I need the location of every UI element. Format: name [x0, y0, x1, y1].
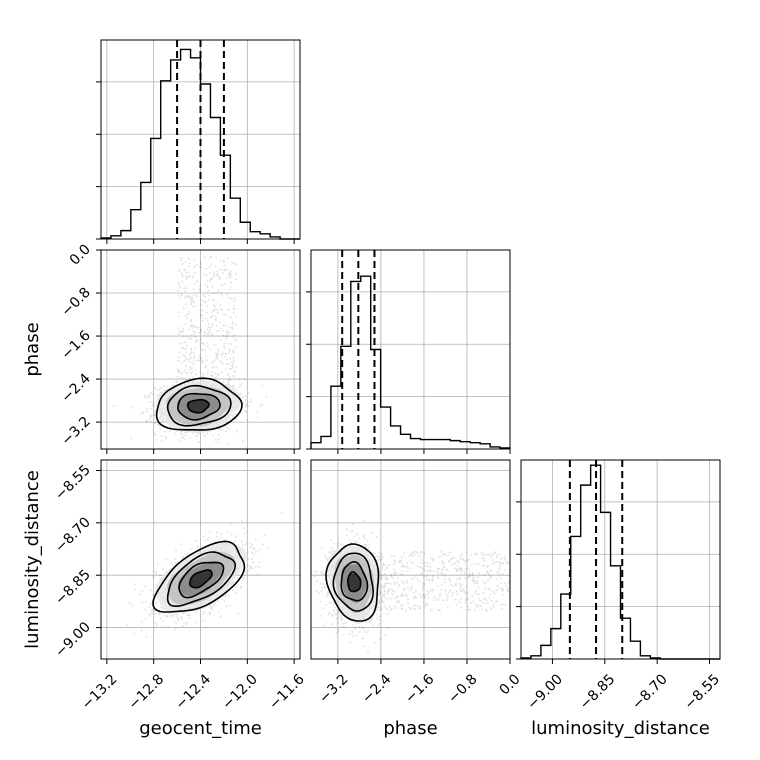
- x-tick-label-luminosity_distance: −9.00: [524, 671, 566, 713]
- x-tick-label-phase: −3.2: [316, 671, 351, 706]
- histogram-panel-phase: [306, 249, 511, 454]
- histogram-panel-geocent_time: [96, 39, 301, 244]
- density-level-3: [189, 569, 213, 588]
- y-tick-label-luminosity_distance: −9.00: [52, 619, 94, 661]
- contour-line-1: [340, 560, 369, 602]
- x-axis-label-luminosity_distance: luminosity_distance: [531, 718, 710, 739]
- x-tick-label-luminosity_distance: −8.85: [577, 671, 619, 713]
- scatter-cloud: [313, 520, 510, 653]
- histogram-panel-luminosity_distance: [516, 459, 721, 664]
- panel-content: [113, 255, 268, 445]
- x-tick-label-geocent_time: −13.2: [79, 671, 121, 713]
- y-tick-label-phase: −1.6: [58, 328, 93, 363]
- histogram-step-line: [310, 275, 511, 449]
- contour-line-0: [347, 571, 362, 593]
- x-tick-label-phase: −0.8: [445, 671, 480, 706]
- joint-panel-geocent_time-luminosity_distance: [96, 459, 301, 664]
- y-tick-label-luminosity_distance: −8.55: [52, 462, 94, 504]
- contour-line-3: [155, 377, 243, 431]
- y-tick-label-phase: −0.8: [58, 285, 93, 320]
- panel-content: [313, 520, 510, 653]
- histogram-step-line: [100, 48, 300, 240]
- panel-frame: [520, 459, 721, 660]
- y-tick-label-phase: −3.2: [58, 414, 93, 449]
- contour-line-1: [177, 392, 221, 421]
- x-tick-label-luminosity_distance: −8.55: [681, 671, 723, 713]
- x-axis-label-phase: phase: [383, 718, 437, 739]
- y-tick-label-luminosity_distance: −8.70: [52, 514, 94, 556]
- panel-content: [126, 512, 283, 638]
- x-tick-label-geocent_time: −11.6: [266, 671, 308, 713]
- x-tick-label-geocent_time: −12.0: [219, 671, 261, 713]
- y-tick-label-phase: −2.4: [58, 371, 93, 406]
- x-tick-label-phase: −1.6: [402, 671, 437, 706]
- x-tick-label-geocent_time: −12.8: [126, 671, 168, 713]
- density-level-3: [347, 573, 361, 593]
- contour-line-3: [152, 540, 246, 613]
- contour-line-2: [166, 551, 237, 608]
- contour-line-3: [325, 543, 380, 622]
- contour-line-1: [178, 561, 225, 599]
- y-tick-label-luminosity_distance: −8.85: [52, 567, 94, 609]
- panel-frame: [310, 249, 511, 450]
- joint-panel-phase-luminosity_distance: [310, 459, 511, 664]
- density-level-3: [187, 399, 210, 413]
- joint-panel-geocent_time-phase: [96, 249, 301, 454]
- scatter-points: [313, 520, 510, 653]
- y-axis-label-phase: phase: [22, 322, 43, 376]
- panel-frame: [310, 459, 511, 660]
- x-axis-label-geocent_time: geocent_time: [139, 718, 262, 739]
- histogram-step-line: [520, 464, 720, 660]
- contour-line-0: [186, 398, 210, 414]
- contour-line-0: [189, 569, 213, 589]
- contour-line-2: [166, 384, 232, 427]
- y-tick-label-phase: 0.0: [67, 242, 94, 269]
- x-tick-label-geocent_time: −12.4: [172, 671, 214, 713]
- x-tick-label-phase: −2.4: [359, 671, 394, 706]
- x-tick-label-phase: 0.0: [497, 671, 524, 698]
- x-tick-label-luminosity_distance: −8.70: [629, 671, 671, 713]
- contour-line-2: [332, 552, 375, 612]
- y-axis-label-luminosity_distance: luminosity_distance: [22, 470, 43, 649]
